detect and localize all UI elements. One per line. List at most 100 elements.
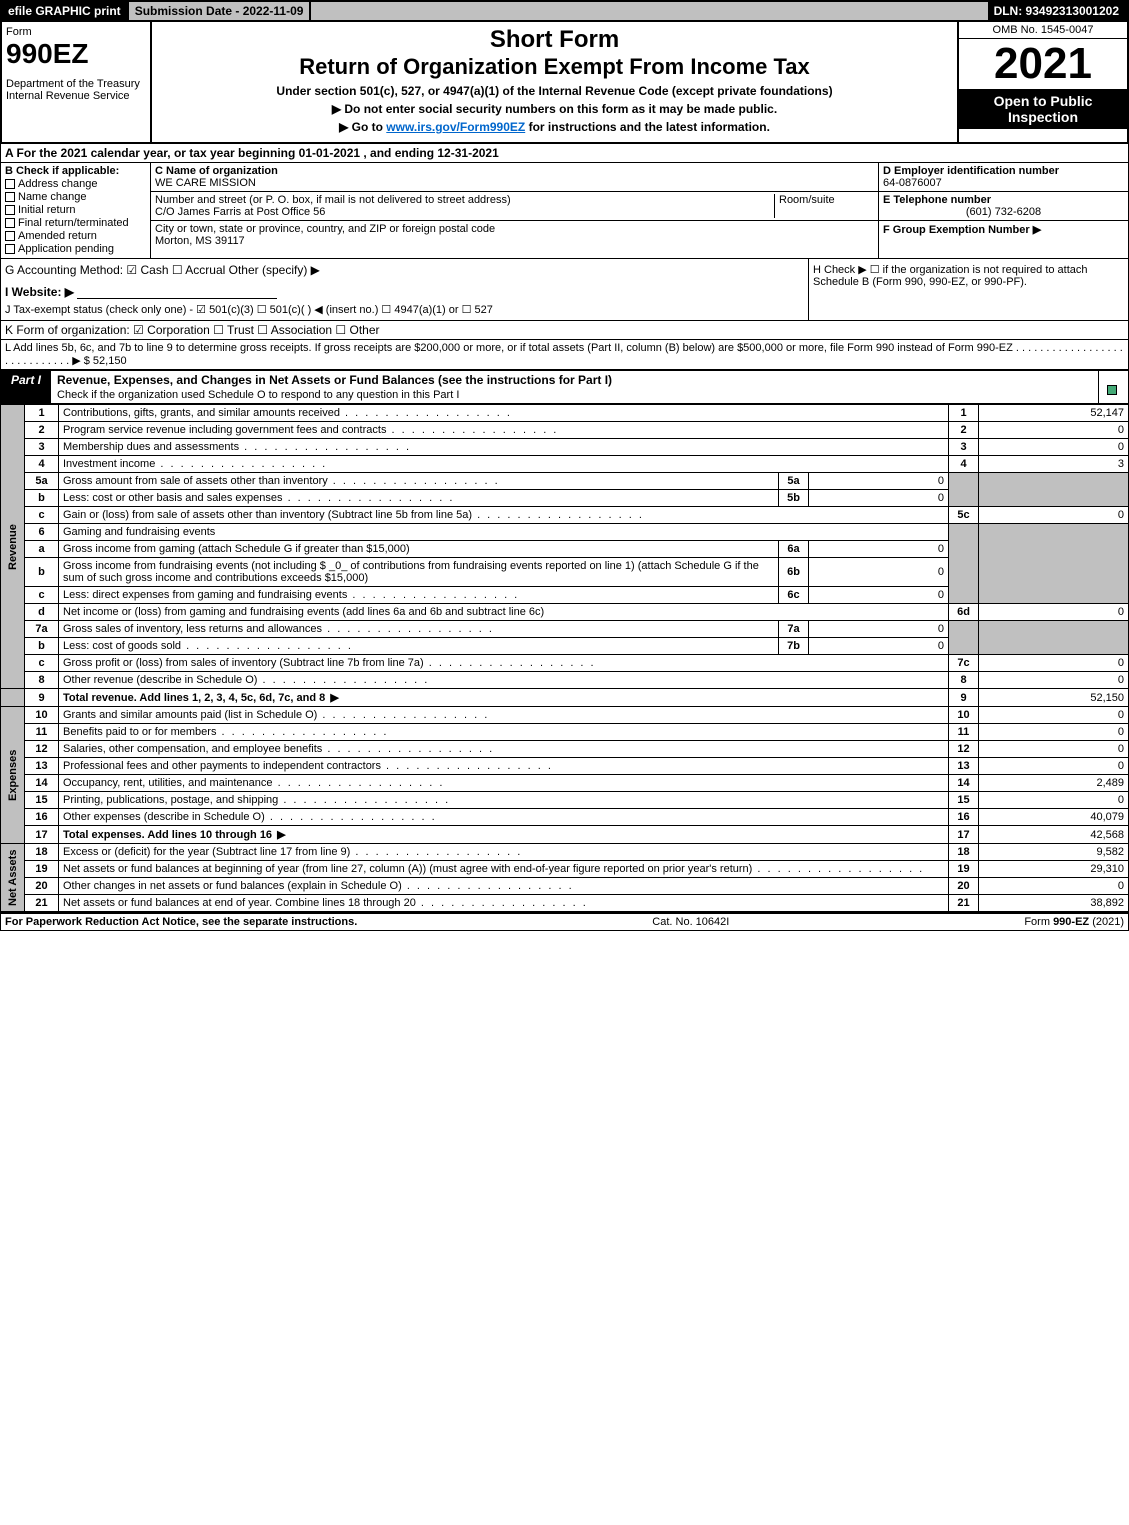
l15-val: 0 (979, 792, 1129, 809)
omb-number: OMB No. 1545-0047 (959, 22, 1127, 39)
l6c-desc: Less: direct expenses from gaming and fu… (59, 587, 779, 604)
l10-rn: 10 (949, 707, 979, 724)
col-b: B Check if applicable: Address change Na… (1, 163, 151, 258)
l9-desc-text: Total revenue. Add lines 1, 2, 3, 4, 5c,… (63, 692, 325, 704)
l6b-desc: Gross income from fundraising events (no… (59, 558, 779, 587)
footer-right: Form 990-EZ (2021) (1024, 916, 1124, 928)
l1-desc: Contributions, gifts, grants, and simila… (59, 405, 949, 422)
l8-desc: Other revenue (describe in Schedule O) (59, 672, 949, 689)
l12-rn: 12 (949, 741, 979, 758)
h-schedule-b: H Check ▶ ☐ if the organization is not r… (808, 259, 1128, 320)
line-13: 13 Professional fees and other payments … (1, 758, 1129, 775)
l7b-no: b (25, 638, 59, 655)
b-item-4: Amended return (18, 230, 97, 242)
l9-rn: 9 (949, 689, 979, 707)
l20-rn: 20 (949, 878, 979, 895)
chk-address-change[interactable]: Address change (5, 178, 146, 190)
city-cell: City or town, state or province, country… (151, 221, 878, 249)
chk-name-change[interactable]: Name change (5, 191, 146, 203)
e-value: (601) 732-6208 (883, 206, 1124, 218)
department: Department of the Treasury Internal Reve… (6, 78, 146, 102)
line-5a: 5a Gross amount from sale of assets othe… (1, 473, 1129, 490)
part1-checkbox[interactable] (1098, 371, 1128, 403)
l14-rn: 14 (949, 775, 979, 792)
l6c-no: c (25, 587, 59, 604)
l12-no: 12 (25, 741, 59, 758)
l7-grey-val (979, 621, 1129, 655)
d-ein: D Employer identification number 64-0876… (879, 163, 1128, 192)
footer-right-bold: 990-EZ (1053, 916, 1089, 928)
l18-no: 18 (25, 844, 59, 861)
l12-desc: Salaries, other compensation, and employ… (59, 741, 949, 758)
row-k: K Form of organization: ☑ Corporation ☐ … (0, 321, 1129, 340)
l1-no: 1 (25, 405, 59, 422)
l14-desc: Occupancy, rent, utilities, and maintena… (59, 775, 949, 792)
l5-grey-val (979, 473, 1129, 507)
chk-initial-return[interactable]: Initial return (5, 204, 146, 216)
j-tax-exempt: J Tax-exempt status (check only one) - ☑… (5, 303, 804, 316)
l7a-sub: 7a (779, 621, 809, 638)
l5a-desc: Gross amount from sale of assets other t… (59, 473, 779, 490)
line-7a: 7a Gross sales of inventory, less return… (1, 621, 1129, 638)
l2-no: 2 (25, 422, 59, 439)
footer-left: For Paperwork Reduction Act Notice, see … (5, 916, 357, 928)
line-15: 15 Printing, publications, postage, and … (1, 792, 1129, 809)
d-value: 64-0876007 (883, 177, 942, 189)
l14-val: 2,489 (979, 775, 1129, 792)
line-16: 16 Other expenses (describe in Schedule … (1, 809, 1129, 826)
g-accounting: G Accounting Method: ☑ Cash ☐ Accrual Ot… (1, 259, 808, 320)
l5a-sub: 5a (779, 473, 809, 490)
l2-val: 0 (979, 422, 1129, 439)
l5c-rn: 5c (949, 507, 979, 524)
row-gh: G Accounting Method: ☑ Cash ☐ Accrual Ot… (0, 259, 1129, 321)
l17-desc-text: Total expenses. Add lines 10 through 16 (63, 829, 272, 841)
c-name-label: C Name of organization (155, 165, 278, 177)
l19-no: 19 (25, 861, 59, 878)
part1-table: Revenue 1 Contributions, gifts, grants, … (0, 404, 1129, 912)
l13-rn: 13 (949, 758, 979, 775)
l20-val: 0 (979, 878, 1129, 895)
org-city: Morton, MS 39117 (155, 235, 245, 247)
l9-arrow (325, 692, 341, 704)
l9-no: 9 (25, 689, 59, 707)
org-name: WE CARE MISSION (155, 177, 256, 189)
e-phone: E Telephone number (601) 732-6208 (879, 192, 1128, 221)
chk-application-pending[interactable]: Application pending (5, 243, 146, 255)
l7c-no: c (25, 655, 59, 672)
chk-amended-return[interactable]: Amended return (5, 230, 146, 242)
org-name-cell: C Name of organization WE CARE MISSION (151, 163, 878, 192)
l1-val: 52,147 (979, 405, 1129, 422)
website-underline (77, 285, 277, 299)
l13-no: 13 (25, 758, 59, 775)
row-l: L Add lines 5b, 6c, and 7b to line 9 to … (0, 340, 1129, 370)
l6-grey (949, 524, 979, 604)
l5b-desc: Less: cost or other basis and sales expe… (59, 490, 779, 507)
l21-val: 38,892 (979, 895, 1129, 912)
l6c-subval: 0 (809, 587, 949, 604)
l7b-desc: Less: cost of goods sold (59, 638, 779, 655)
irs-link[interactable]: www.irs.gov/Form990EZ (386, 120, 525, 134)
subtitle: Under section 501(c), 527, or 4947(a)(1)… (160, 84, 949, 98)
line-6: 6 Gaming and fundraising events (1, 524, 1129, 541)
form-label: Form (6, 26, 146, 38)
instr2-post: for instructions and the latest informat… (525, 120, 770, 134)
l7-grey (949, 621, 979, 655)
l5c-no: c (25, 507, 59, 524)
line-4: 4 Investment income 4 3 (1, 456, 1129, 473)
l15-desc: Printing, publications, postage, and shi… (59, 792, 949, 809)
l16-no: 16 (25, 809, 59, 826)
l6d-no: d (25, 604, 59, 621)
l4-val: 3 (979, 456, 1129, 473)
instruction-1: ▶ Do not enter social security numbers o… (160, 102, 949, 116)
b-item-0: Address change (18, 178, 98, 190)
page-footer: For Paperwork Reduction Act Notice, see … (0, 912, 1129, 931)
efile-print[interactable]: efile GRAPHIC print (2, 2, 129, 20)
l7a-no: 7a (25, 621, 59, 638)
return-title: Return of Organization Exempt From Incom… (160, 54, 949, 80)
part1-header: Part I Revenue, Expenses, and Changes in… (0, 370, 1129, 404)
footer-right-pre: Form (1024, 916, 1053, 928)
instr2-pre: ▶ Go to (339, 120, 386, 134)
l5b-sub: 5b (779, 490, 809, 507)
chk-final-return[interactable]: Final return/terminated (5, 217, 146, 229)
g-text: G Accounting Method: ☑ Cash ☐ Accrual Ot… (5, 263, 804, 277)
